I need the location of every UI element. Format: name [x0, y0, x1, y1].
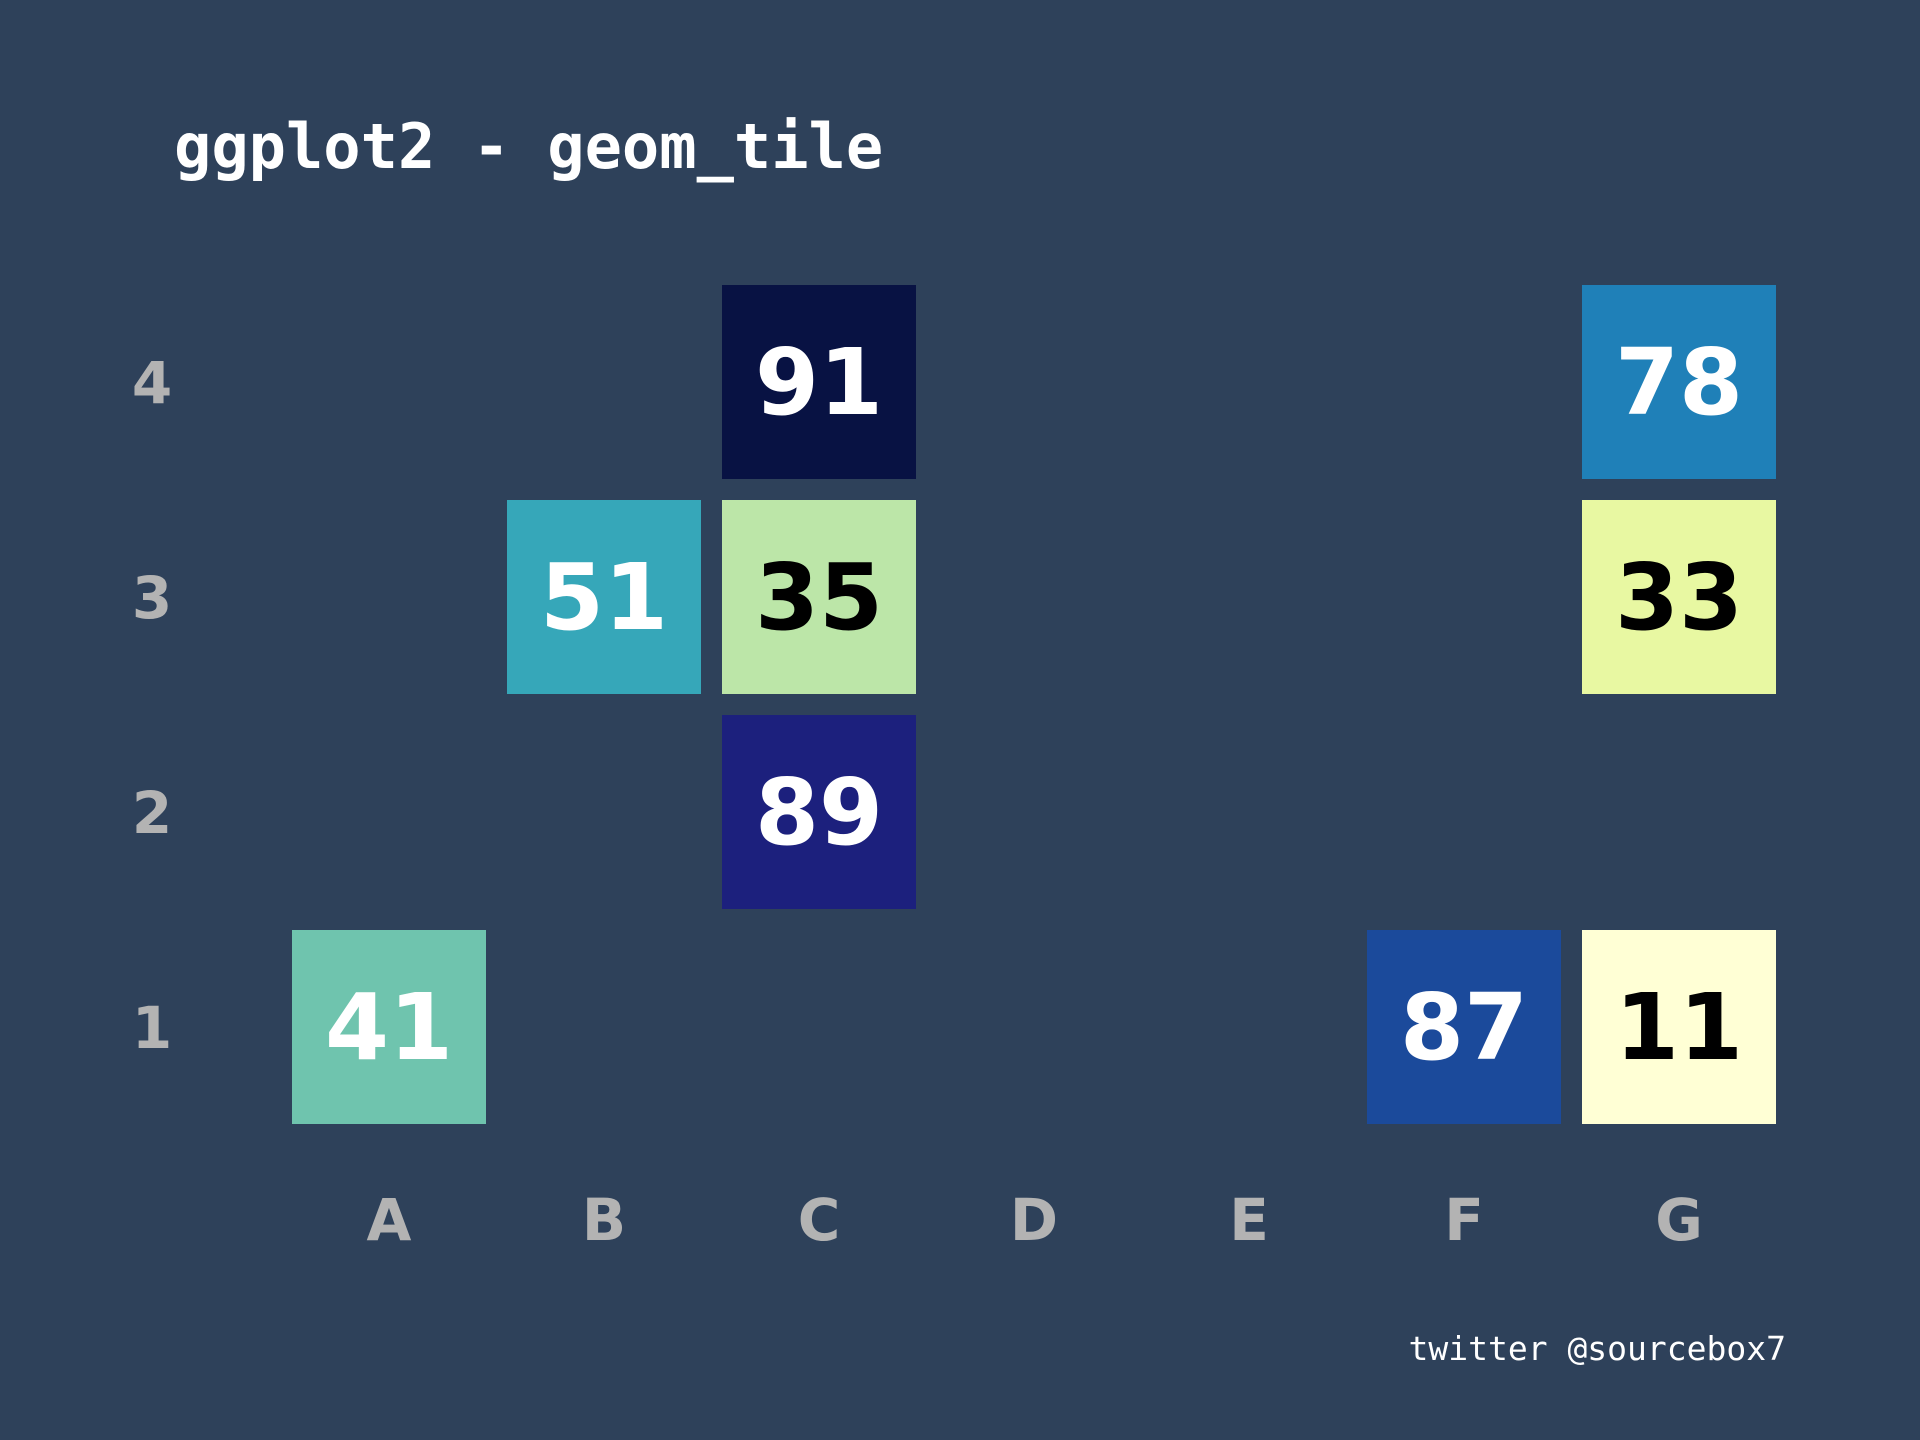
chart-title: ggplot2 - geom_tile — [174, 110, 883, 183]
x-tick-label-A: A — [367, 1186, 412, 1254]
x-tick-label-G: G — [1655, 1186, 1703, 1254]
y-axis-ticks: 1 2 3 4 — [132, 349, 172, 1062]
value-label-B3: 51 — [540, 544, 668, 651]
x-tick-label-E: E — [1229, 1186, 1269, 1254]
x-tick-label-C: C — [798, 1186, 841, 1254]
tile-G3 — [1582, 500, 1776, 694]
tile-C2 — [722, 715, 916, 909]
value-label-G1: 11 — [1615, 974, 1743, 1081]
value-labels-layer: 41 51 91 35 89 87 78 33 11 — [325, 329, 1743, 1081]
x-axis-ticks: A B C D E F G — [367, 1186, 1703, 1254]
tile-C3 — [722, 500, 916, 694]
value-label-A1: 41 — [325, 974, 453, 1081]
value-label-C3: 35 — [755, 544, 883, 651]
y-tick-label-3: 3 — [132, 564, 172, 632]
value-label-F1: 87 — [1400, 974, 1528, 1081]
tile-C4 — [722, 285, 916, 479]
x-tick-label-B: B — [582, 1186, 626, 1254]
y-tick-label-1: 1 — [132, 994, 172, 1062]
value-label-C2: 89 — [755, 759, 883, 866]
tile-G4 — [1582, 285, 1776, 479]
tiles-layer — [292, 285, 1776, 1124]
value-label-G4: 78 — [1615, 329, 1743, 436]
tile-A1 — [292, 930, 486, 1124]
x-tick-label-F: F — [1444, 1186, 1484, 1254]
value-label-C4: 91 — [755, 329, 883, 436]
chart-caption: twitter @sourcebox7 — [1409, 1329, 1787, 1368]
value-label-G3: 33 — [1615, 544, 1743, 651]
x-tick-label-D: D — [1010, 1186, 1058, 1254]
tile-F1 — [1367, 930, 1561, 1124]
tile-G1 — [1582, 930, 1776, 1124]
tile-B3 — [507, 500, 701, 694]
y-tick-label-4: 4 — [132, 349, 172, 417]
y-tick-label-2: 2 — [132, 779, 172, 847]
